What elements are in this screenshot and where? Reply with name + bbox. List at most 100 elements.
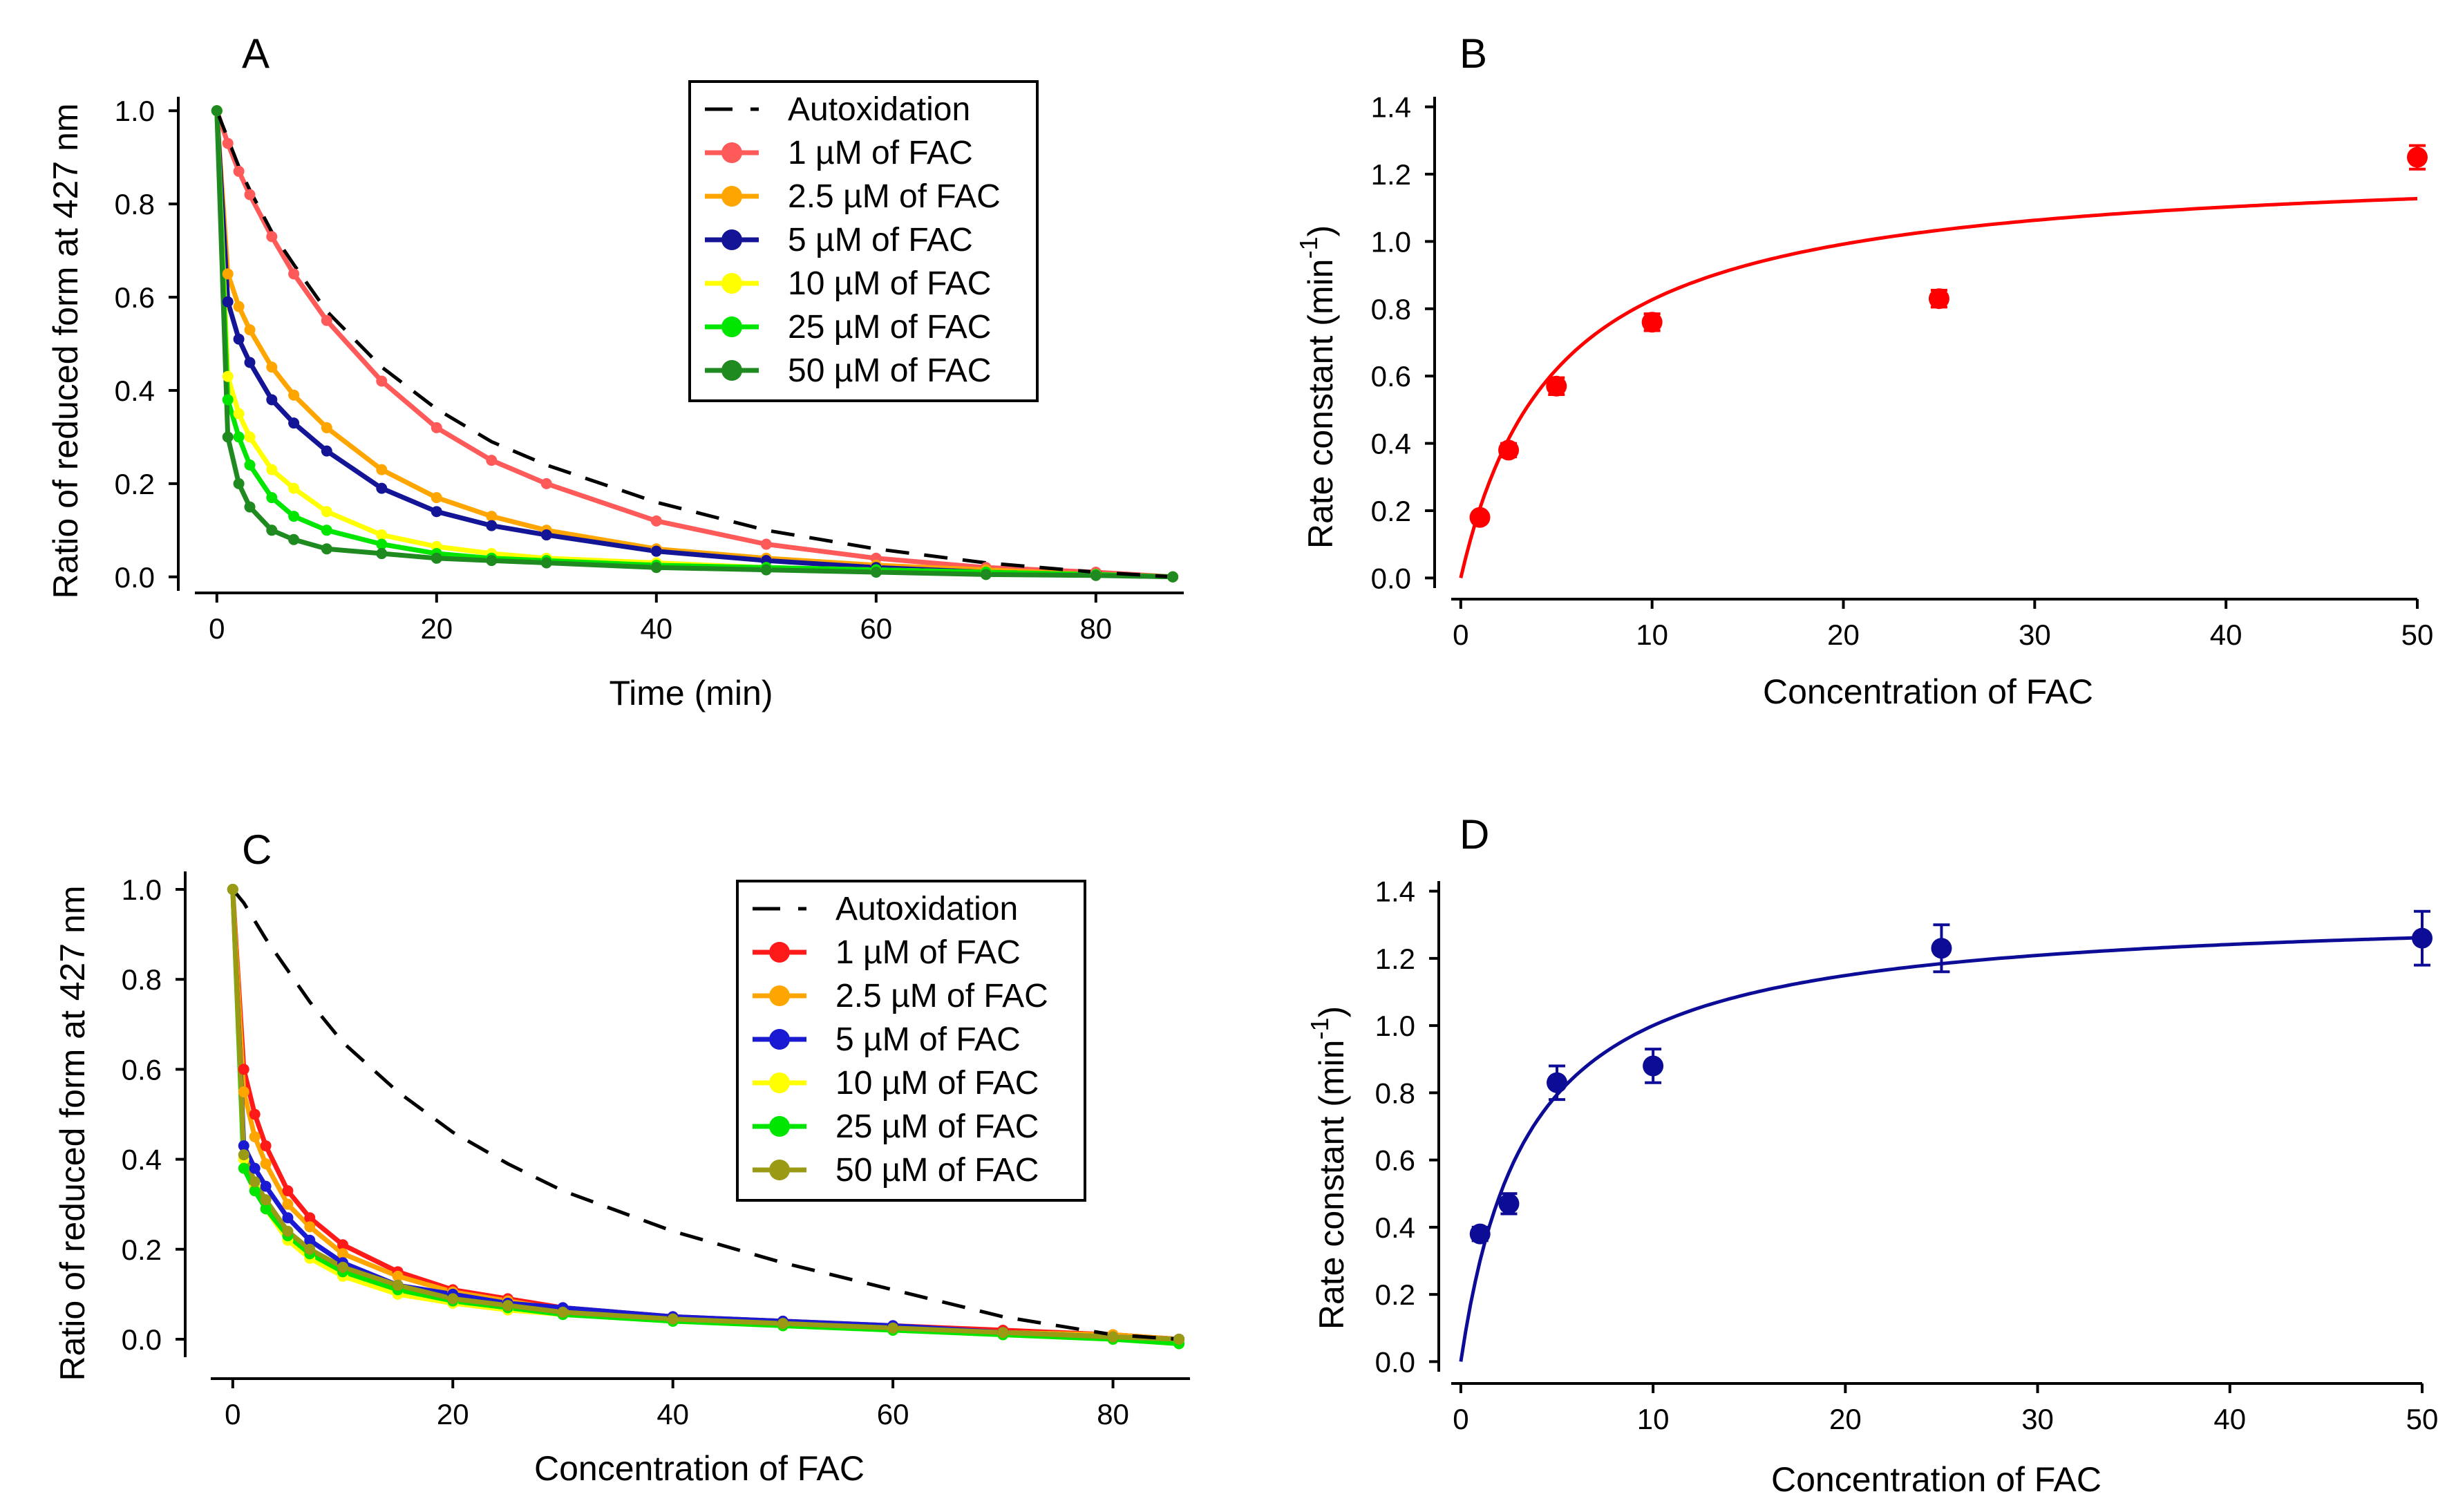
D-x-tick-label: 0 xyxy=(1453,1403,1468,1435)
A-x-tick-label: 80 xyxy=(1079,612,1112,645)
A-data-point xyxy=(222,394,234,406)
panel-b: B 0 10 20 30 40 50 0.0 0.2 0.4 0.6 0.8 1.0 1.2 1.4 Co… xyxy=(1294,30,2433,711)
B-y-tick-label: 0.8 xyxy=(1371,293,1411,325)
A-data-point xyxy=(431,506,442,518)
C-y-tick-label: 0.8 xyxy=(122,963,162,996)
panel-a-letter: A xyxy=(242,30,270,77)
C-y-tick-label: 0.6 xyxy=(122,1053,162,1086)
B-x-tick-label: 30 xyxy=(2019,618,2051,651)
A-data-point xyxy=(233,478,245,489)
D-y-tick-label: 0.8 xyxy=(1375,1077,1415,1109)
D-y-tick-label: 0.6 xyxy=(1375,1144,1415,1177)
C-legend-marker xyxy=(769,985,790,1006)
panel-d-y-axis-title-main: Rate constant (min xyxy=(1312,1040,1351,1330)
panel-d-letter: D xyxy=(1460,811,1489,858)
A-data-point xyxy=(288,511,300,522)
C-legend-item: 10 µM of FAC xyxy=(753,1065,1039,1102)
A-y-tick-label: 0.0 xyxy=(115,561,155,594)
A-y-tick-label: 0.6 xyxy=(115,281,155,314)
A-legend-label: 1 µM of FAC xyxy=(788,135,973,171)
A-legend-item: Autoxidation xyxy=(705,91,970,128)
C-x-tick-label: 80 xyxy=(1097,1398,1129,1430)
B-y-tick-label: 0.4 xyxy=(1371,428,1411,460)
A-data-point xyxy=(288,268,300,280)
B-x-tick-label: 20 xyxy=(1827,618,1860,651)
A-data-point xyxy=(211,105,223,117)
A-y-tick-label: 0.2 xyxy=(115,468,155,500)
panel-b-y-axis-title: Rate constant (min-1) xyxy=(1294,225,1340,549)
D-x-tick-label: 50 xyxy=(2406,1403,2439,1435)
B-data-point xyxy=(1469,507,1491,528)
C-data-point xyxy=(304,1221,316,1233)
A-data-point xyxy=(540,557,552,569)
C-data-point xyxy=(337,1239,349,1251)
C-data-point xyxy=(667,1313,679,1325)
D-x-tick-label: 40 xyxy=(2213,1403,2246,1435)
C-data-point xyxy=(1173,1333,1185,1345)
C-legend-label: Autoxidation xyxy=(835,891,1018,927)
C-data-point xyxy=(260,1203,272,1215)
C-legend-marker xyxy=(769,1029,790,1050)
A-legend-marker xyxy=(721,186,742,207)
panel-c-x-axis-title: Concentration of FAC xyxy=(534,1449,865,1488)
A-legend-marker xyxy=(721,229,742,250)
B-y-tick-label: 1.0 xyxy=(1371,225,1411,258)
A-data-point xyxy=(760,538,772,550)
C-y-tick-label: 1.0 xyxy=(122,873,162,906)
panel-a-legend: Autoxidation 1 µM of FAC 2.5 µM of FAC 5 µM… xyxy=(688,80,1039,402)
A-legend-label: 10 µM of FAC xyxy=(788,265,991,302)
A-data-point xyxy=(321,506,332,518)
C-data-point xyxy=(304,1243,316,1255)
C-data-point xyxy=(249,1185,261,1197)
B-y-tick-label: 0.2 xyxy=(1371,495,1411,527)
A-legend-item: 25 µM of FAC xyxy=(705,309,991,346)
C-y-tick-label: 0.4 xyxy=(122,1144,162,1176)
C-legend-item: 1 µM of FAC xyxy=(753,934,1021,971)
A-data-point xyxy=(321,314,332,326)
A-data-point xyxy=(244,459,256,471)
A-legend-marker xyxy=(721,273,742,294)
C-data-point xyxy=(1107,1331,1119,1343)
C-data-point xyxy=(238,1149,249,1161)
B-y-tick-label: 1.2 xyxy=(1371,158,1411,191)
C-data-point xyxy=(777,1318,788,1330)
A-data-point xyxy=(321,543,332,555)
C-data-point xyxy=(304,1234,316,1246)
C-data-point xyxy=(260,1158,272,1170)
C-y-tick-label: 0.2 xyxy=(122,1234,162,1266)
D-data-point xyxy=(1931,938,1952,959)
panel-d: D 0 10 20 30 40 50 0.0 0.2 0.4 0.6 0.8 1.0 1.2 1.4 Co… xyxy=(1305,811,2438,1499)
D-data-point xyxy=(1469,1223,1491,1245)
D-x-tick-label: 10 xyxy=(1637,1403,1670,1435)
C-data-point xyxy=(887,1322,899,1334)
C-legend-item: Autoxidation xyxy=(753,891,1018,927)
C-legend-label: 2.5 µM of FAC xyxy=(835,978,1048,1014)
panel-a: A 0 20 40 60 80 0.0 0.2 0.4 0.6 0.8 1.0 Time (min)… xyxy=(46,30,1184,712)
C-data-point xyxy=(392,1270,404,1282)
A-data-point xyxy=(233,431,245,443)
C-legend-label: 25 µM of FAC xyxy=(835,1108,1039,1145)
A-legend-label: Autoxidation xyxy=(788,91,970,128)
panel-c-letter: C xyxy=(242,826,272,873)
A-y-tick-label: 0.8 xyxy=(115,188,155,220)
B-x-tick-label: 10 xyxy=(1636,618,1668,651)
A-legend-item: 1 µM of FAC xyxy=(705,135,973,171)
C-data-point xyxy=(227,884,238,896)
A-data-point xyxy=(650,562,662,574)
A-data-point xyxy=(431,552,442,564)
A-data-point xyxy=(431,492,442,504)
panel-c: C 0 20 40 60 80 0.0 0.2 0.4 0.6 0.8 1.0 Concentrat… xyxy=(53,826,1190,1488)
A-data-point xyxy=(321,422,332,433)
A-data-point xyxy=(244,324,256,336)
panel-d-y-axis-title: Rate constant (min-1) xyxy=(1305,1006,1351,1330)
C-x-tick-label: 20 xyxy=(437,1398,469,1430)
D-y-tick-label: 0.4 xyxy=(1375,1211,1415,1244)
D-x-tick-label: 20 xyxy=(1829,1403,1862,1435)
C-legend-item: 50 µM of FAC xyxy=(753,1152,1039,1189)
A-data-point xyxy=(376,538,388,550)
C-x-tick-label: 40 xyxy=(656,1398,689,1430)
B-y-tick-label: 1.4 xyxy=(1371,91,1411,124)
C-legend-marker xyxy=(769,1160,790,1180)
A-x-tick-label: 20 xyxy=(420,612,453,645)
